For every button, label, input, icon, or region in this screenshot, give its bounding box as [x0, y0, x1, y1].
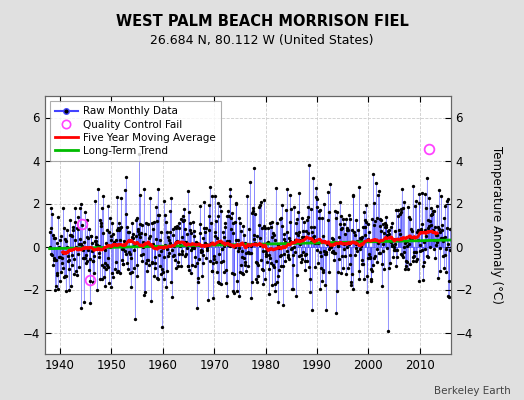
Text: 26.684 N, 80.112 W (United States): 26.684 N, 80.112 W (United States) — [150, 34, 374, 47]
Text: Berkeley Earth: Berkeley Earth — [434, 386, 511, 396]
Y-axis label: Temperature Anomaly (°C): Temperature Anomaly (°C) — [489, 146, 503, 304]
Legend: Raw Monthly Data, Quality Control Fail, Five Year Moving Average, Long-Term Tren: Raw Monthly Data, Quality Control Fail, … — [50, 101, 221, 161]
Text: WEST PALM BEACH MORRISON FIEL: WEST PALM BEACH MORRISON FIEL — [116, 14, 408, 29]
